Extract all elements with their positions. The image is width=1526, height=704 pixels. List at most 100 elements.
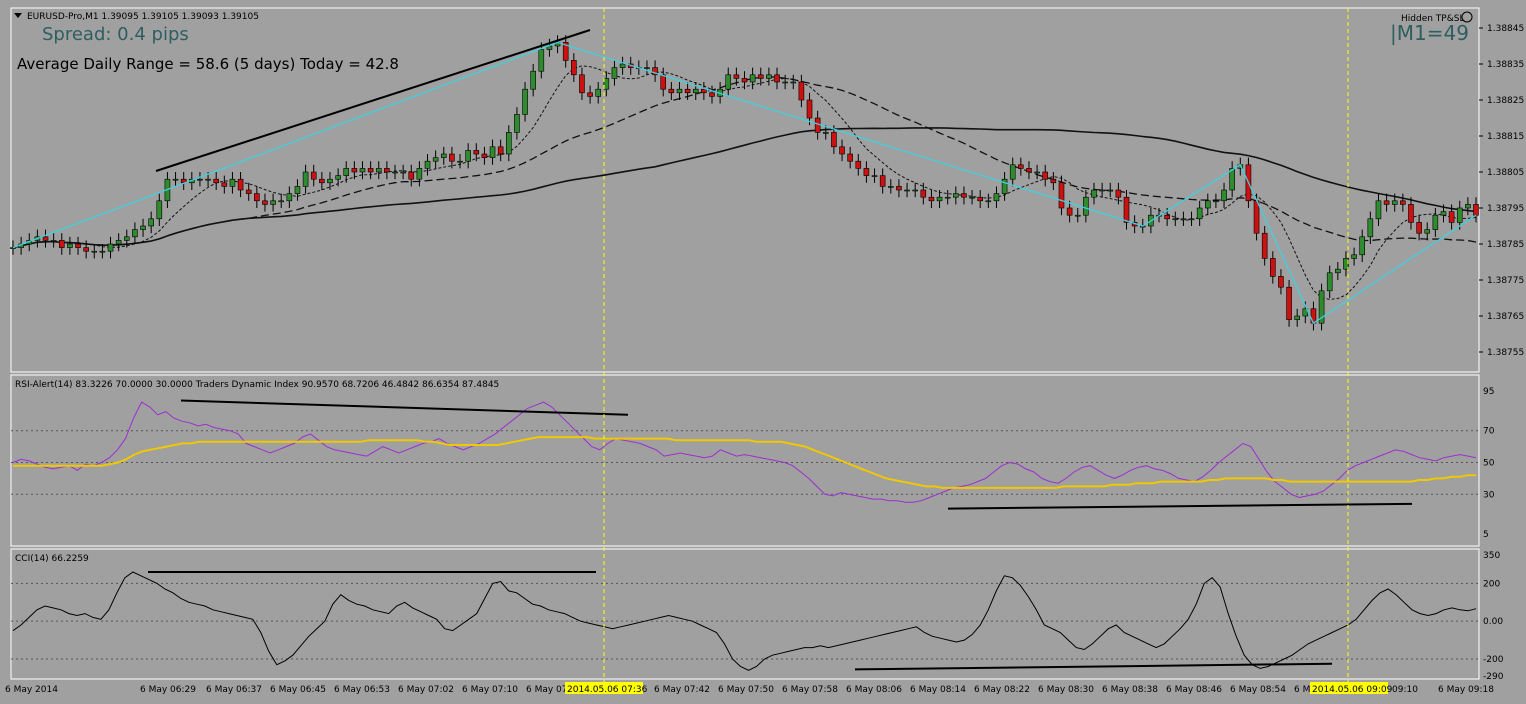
bull-candle: [489, 146, 496, 158]
bear-candle: [1026, 168, 1032, 173]
bear-candle: [310, 171, 317, 180]
bear-candle: [481, 153, 488, 158]
bear-candle: [221, 182, 228, 187]
bull-candle: [1213, 200, 1219, 203]
bull-candle: [302, 171, 309, 187]
bull-candle: [416, 168, 423, 180]
smiley-icon: [1461, 11, 1473, 23]
hidden-tpsl-label[interactable]: Hidden TP&SL: [1401, 14, 1464, 24]
y-tick-label: 1.38825: [1487, 96, 1524, 106]
x-tick-label: 6 May 07:02: [398, 685, 454, 695]
bull-candle: [1221, 189, 1227, 202]
bull-candle: [335, 175, 341, 180]
bear-candle: [213, 178, 219, 184]
bull-candle: [1375, 200, 1382, 220]
bull-candle: [1204, 200, 1211, 209]
bear-candle: [668, 88, 675, 94]
x-tick-label: 6 May 07:18: [526, 685, 582, 695]
bear-candle: [449, 153, 455, 162]
bear-candle: [408, 171, 415, 180]
bear-candle: [733, 74, 740, 79]
bull-candle: [936, 196, 943, 202]
y-tick-label: 1.38805: [1487, 168, 1524, 178]
bull-candle: [400, 171, 406, 174]
bull-candle: [392, 171, 398, 174]
cci-divergence-line: [854, 662, 1333, 671]
dropdown-icon[interactable]: [14, 13, 22, 18]
bull-candle: [1229, 168, 1235, 191]
bull-candle: [286, 193, 293, 202]
trendline: [155, 29, 591, 172]
bear-candle: [1058, 182, 1065, 209]
x-tick-label: 6 May 06:29: [140, 685, 196, 695]
highlight-label: 2014.05.06 09:09: [1312, 685, 1393, 695]
x-tick-label: 6 May 08:30: [1038, 685, 1094, 695]
bull-candle: [148, 218, 154, 227]
x-tick-label: 6 May 2014: [5, 685, 58, 695]
bear-candle: [701, 88, 707, 94]
bear-candle: [684, 88, 691, 94]
bear-candle: [237, 178, 244, 191]
bear-candle: [1164, 214, 1170, 220]
bull-candle: [595, 88, 602, 97]
cci-header: CCI(14) 66.2259: [15, 554, 89, 564]
bull-candle: [1391, 200, 1398, 205]
spread-label: Spread: 0.4 pips: [42, 24, 189, 45]
bear-candle: [1473, 204, 1479, 216]
x-tick-label: 6 May 08:06: [846, 685, 902, 695]
bull-candle: [1318, 290, 1325, 324]
highlight-label: 2014.05.06 07:36: [567, 685, 648, 695]
bull-candle: [953, 193, 959, 198]
bull-candle: [172, 178, 179, 181]
bear-candle: [847, 153, 853, 162]
bear-candle: [1286, 286, 1292, 320]
bull-candle: [749, 74, 756, 83]
bull-candle: [912, 189, 918, 192]
bull-candle: [457, 160, 463, 163]
bear-candle: [798, 81, 805, 101]
rsi-divergence-line: [947, 502, 1413, 510]
bull-candle: [1432, 214, 1439, 230]
bear-candle: [757, 74, 764, 79]
bear-candle: [1416, 222, 1422, 234]
bull-candle: [644, 67, 650, 69]
y-tick-label: 1.38815: [1487, 132, 1524, 142]
bull-candle: [1326, 272, 1333, 292]
bull-candle: [993, 193, 1000, 202]
bull-candle: [887, 186, 894, 188]
y-tick-label: 5: [1483, 530, 1489, 540]
bear-candle: [254, 193, 260, 202]
bull-candle: [1359, 236, 1366, 256]
rsi-header: RSI-Alert(14) 83.3226 70.0000 30.0000 Tr…: [15, 380, 499, 390]
x-tick-label: 6 May 08:38: [1102, 685, 1158, 695]
bull-candle: [1351, 254, 1357, 259]
bull-candle: [538, 49, 545, 72]
bull-candle: [465, 150, 471, 162]
x-tick-label: 6 May 07:10: [462, 685, 518, 695]
bull-candle: [91, 250, 98, 253]
bear-candle: [1123, 196, 1130, 223]
bear-candle: [652, 67, 658, 76]
bear-candle: [497, 146, 504, 155]
bear-candle: [473, 150, 480, 155]
bull-candle: [270, 200, 276, 205]
bull-candle: [969, 196, 975, 199]
bear-candle: [920, 189, 927, 198]
bear-candle: [961, 193, 967, 198]
bull-candle: [514, 114, 520, 133]
bear-candle: [83, 247, 89, 252]
x-axis-labels: 6 May 2014 6 May 06:29 6 May 06:37 6 May 06…: [5, 682, 1494, 695]
bear-candle: [1448, 211, 1455, 223]
bull-candle: [50, 240, 57, 242]
bull-candle: [822, 132, 829, 134]
bear-candle: [262, 200, 268, 205]
bear-candle: [42, 236, 49, 241]
x-tick-label: 6 May 08:54: [1230, 685, 1286, 695]
highlight-label-bg: [565, 682, 643, 694]
price-series-group: [10, 29, 1479, 331]
bull-candle: [432, 157, 439, 162]
bear-candle: [58, 240, 65, 248]
bear-candle: [1408, 204, 1414, 223]
